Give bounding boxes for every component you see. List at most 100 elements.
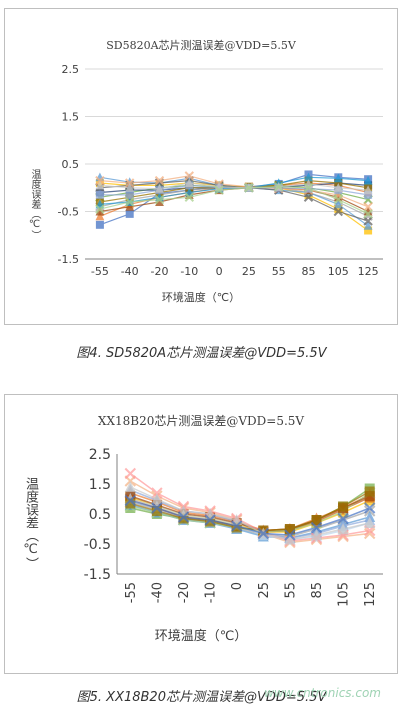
y-tick-label: -1.5 <box>58 253 79 266</box>
x-tick-label: -40 <box>121 265 139 278</box>
data-point <box>363 209 373 219</box>
x-tick-label: 0 <box>230 582 245 590</box>
y-tick-label: -1.5 <box>84 567 111 583</box>
x-tick-label: 25 <box>242 265 256 278</box>
x-tick-label: 25 <box>257 582 272 599</box>
x-tick-label: -40 <box>150 582 165 603</box>
series-line <box>129 472 370 542</box>
data-point <box>204 514 216 526</box>
chart-plot-sd5820a: 2.5 1.5 0.5 -0.5 -1.5 -55 -40 -20 -10 0 25 55 85 105 1… <box>58 63 383 278</box>
data-point <box>311 515 322 525</box>
series-line <box>99 186 369 215</box>
data-point <box>231 522 242 533</box>
data-point <box>364 517 376 528</box>
x-tick-label: 105 <box>337 582 352 607</box>
data-point <box>95 204 105 214</box>
data-point <box>184 192 195 202</box>
data-point <box>124 197 135 207</box>
data-point <box>333 173 343 183</box>
data-point <box>303 192 314 202</box>
watermark: www.cntronics.com <box>264 686 381 700</box>
x-tick-label: 85 <box>302 265 316 278</box>
series <box>124 494 376 541</box>
data-point <box>363 185 373 195</box>
data-point <box>178 513 189 524</box>
data-point <box>184 171 195 181</box>
y-axis-label: 温度误差（℃） <box>23 477 38 570</box>
chart-title: SD5820A芯片测温误差@VDD=5.5V <box>106 39 296 52</box>
data-point <box>177 511 190 523</box>
data-point <box>333 182 343 192</box>
data-point <box>154 175 165 186</box>
x-tick-label: -20 <box>177 582 192 603</box>
data-point <box>284 529 296 541</box>
y-axis-label: 温度误差（℃） <box>29 169 40 240</box>
chart-title: XX18B20芯片测温误差@VDD=5.5V <box>97 414 305 428</box>
x-tick-label: 55 <box>272 265 286 278</box>
data-point <box>125 182 135 192</box>
data-point <box>363 220 373 230</box>
data-point <box>95 220 104 229</box>
data-point <box>333 194 344 205</box>
data-point <box>95 211 105 221</box>
data-point <box>337 523 349 534</box>
y-tick-label: -0.5 <box>84 537 111 553</box>
data-point <box>184 173 194 183</box>
y-tick-label: -0.5 <box>58 205 79 218</box>
data-point <box>303 183 314 193</box>
data-point <box>310 521 323 534</box>
x-tick-label: -10 <box>180 265 198 278</box>
chart-plot-xx18b20: 2.5 1.5 0.5 -0.5 -1.5 -55 -40 -20 -10 0 25 55 85 105 1… <box>84 447 383 607</box>
data-point <box>184 178 194 187</box>
series-line <box>129 486 370 541</box>
data-point <box>151 502 163 514</box>
data-point <box>273 182 284 192</box>
x-tick-label: 105 <box>328 265 349 278</box>
data-point <box>337 512 349 525</box>
data-point <box>124 494 137 507</box>
figure-caption-4: 图4. SD5820A芯片测温误差@VDD=5.5V <box>76 346 327 361</box>
data-point <box>95 190 104 199</box>
y-tick-label: 1.5 <box>62 110 80 123</box>
data-point <box>125 201 135 211</box>
data-point <box>124 467 137 480</box>
x-axis-label: 环境温度（℃） <box>154 629 248 644</box>
y-tick-label: 0.5 <box>62 158 80 171</box>
data-point <box>334 205 343 214</box>
data-point <box>363 202 373 212</box>
data-point <box>125 498 136 509</box>
data-point <box>151 493 163 504</box>
x-tick-label: 125 <box>363 582 378 607</box>
data-point <box>205 516 216 527</box>
data-point <box>95 180 105 190</box>
figure-caption-5: 图5. XX18B20芯片测温误差@VDD=5.5V <box>76 690 327 705</box>
x-axis-label: 环境温度（℃） <box>161 291 241 304</box>
y-tick-label: 1.5 <box>89 477 111 493</box>
x-tick-label: 0 <box>216 265 223 278</box>
chart-panel-sd5820a: SD5820A芯片测温误差@VDD=5.5V 温度误差（℃） 2.5 1.5 0.5… <box>4 8 398 325</box>
data-point <box>214 185 224 195</box>
series-line <box>99 175 369 208</box>
data-point <box>363 175 373 185</box>
data-point <box>284 524 295 534</box>
data-point <box>244 183 254 193</box>
x-tick-label: -10 <box>204 582 219 603</box>
x-tick-label: 85 <box>310 582 325 599</box>
data-point <box>311 529 322 540</box>
data-point <box>154 194 165 205</box>
data-point <box>364 486 375 497</box>
chart-panel-xx18b20: XX18B20芯片测温误差@VDD=5.5V 温度误差（℃） 2.5 1.5 0.5… <box>4 394 398 674</box>
x-tick-label: -20 <box>151 265 169 278</box>
y-tick-label: 0.5 <box>89 507 111 523</box>
x-tick-label: 55 <box>283 582 298 599</box>
series-line <box>130 499 370 536</box>
data-point <box>364 226 373 235</box>
series-line <box>99 179 369 222</box>
data-point <box>124 481 136 492</box>
data-point <box>284 533 296 545</box>
y-tick-label: 2.5 <box>89 447 111 463</box>
data-point <box>333 199 343 209</box>
data-point <box>363 527 376 540</box>
data-point <box>304 172 313 182</box>
data-point <box>363 216 373 226</box>
